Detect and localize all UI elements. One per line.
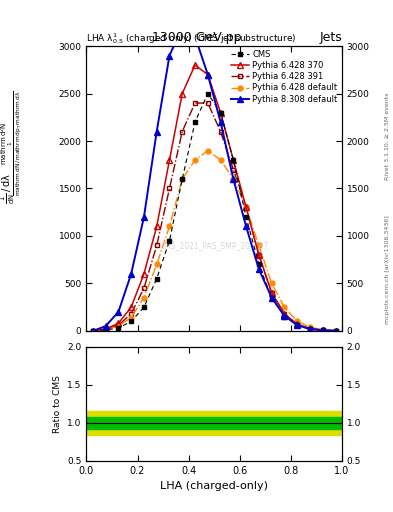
Text: Jets: Jets (319, 31, 342, 44)
X-axis label: LHA (charged-only): LHA (charged-only) (160, 481, 268, 491)
Text: $\frac{1}{\mathrm{mathrm\,d}N\,/\,\mathrm{mathrm\,d}p_\mathrm{T}\,\mathrm{mathrm: $\frac{1}{\mathrm{mathrm\,d}N\,/\,\mathr… (7, 91, 24, 196)
Legend: CMS, Pythia 6.428 370, Pythia 6.428 391, Pythia 6.428 default, Pythia 8.308 defa: CMS, Pythia 6.428 370, Pythia 6.428 391,… (229, 49, 340, 105)
Text: Rivet 3.1.10, ≥ 2.5M events: Rivet 3.1.10, ≥ 2.5M events (385, 92, 390, 180)
Text: CMS_2021_PAS_SMP_20_187: CMS_2021_PAS_SMP_20_187 (160, 241, 269, 250)
Text: LHA $\lambda^1_{0.5}$ (charged only) (CMS jet substructure): LHA $\lambda^1_{0.5}$ (charged only) (CM… (86, 31, 297, 46)
Bar (86, 411, 342, 435)
Bar (86, 417, 342, 429)
Y-axis label: Ratio to CMS: Ratio to CMS (53, 375, 62, 433)
Text: mcplots.cern.ch [arXiv:1306.3436]: mcplots.cern.ch [arXiv:1306.3436] (385, 215, 390, 324)
Text: $\mathrm{mathrm\,d}^2N$: $\mathrm{mathrm\,d}^2N$ (0, 122, 9, 165)
Y-axis label: $\frac{1}{\mathrm{d}N}\,/\,\mathrm{d}\lambda$: $\frac{1}{\mathrm{d}N}\,/\,\mathrm{d}\la… (0, 173, 17, 204)
Text: 13000 GeV pp: 13000 GeV pp (152, 31, 241, 44)
